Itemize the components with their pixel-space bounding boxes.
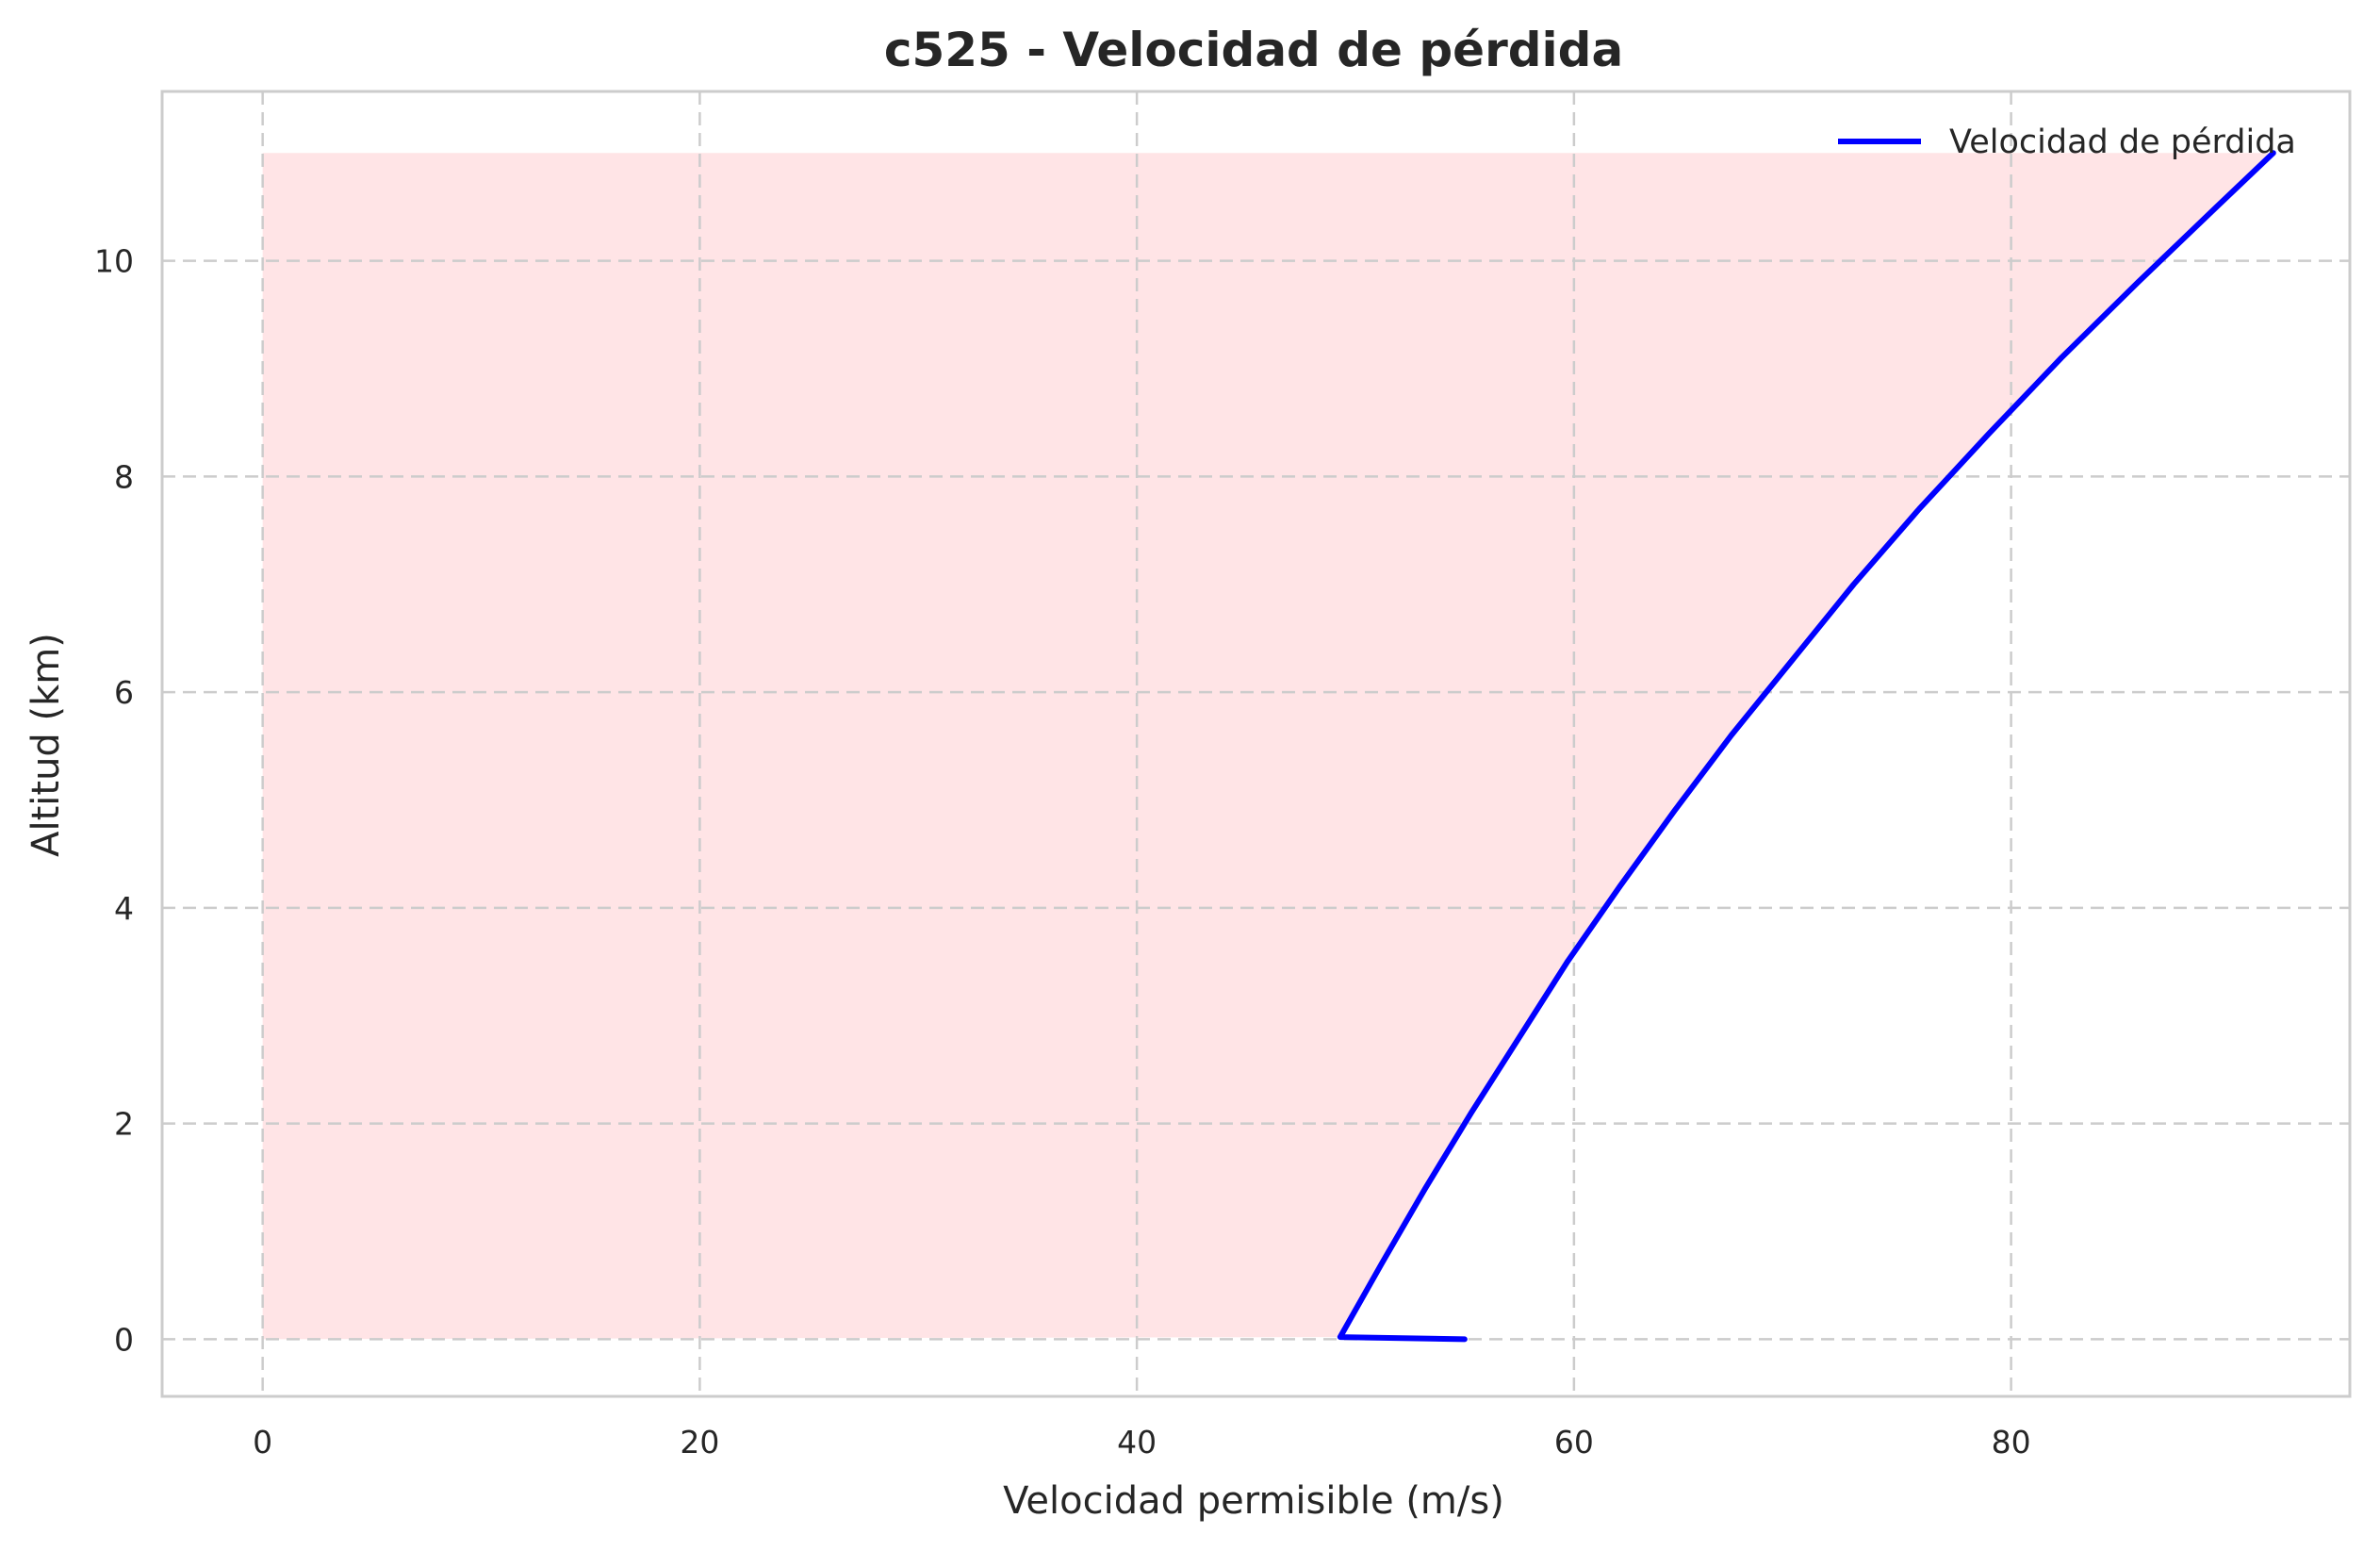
grid: [162, 91, 2350, 1396]
legend: Velocidad de pérdida: [1838, 124, 2296, 161]
y-tick-labels: 0 2 4 6 8 10: [94, 243, 134, 1359]
x-tick-label: 40: [1117, 1424, 1157, 1460]
plot-frame: [160, 90, 2352, 1398]
legend-label: Velocidad de pérdida: [1949, 124, 2296, 161]
y-tick-label: 4: [114, 890, 134, 927]
y-tick-label: 6: [114, 674, 134, 711]
y-tick-label: 10: [94, 243, 134, 280]
y-axis-label: Altitud (km): [25, 633, 68, 857]
x-tick-label: 80: [1992, 1424, 2031, 1460]
y-tick-label: 0: [114, 1321, 134, 1358]
series-line-0: [1337, 150, 2276, 1343]
x-tick-label: 60: [1554, 1424, 1594, 1460]
fill-area: [262, 153, 2273, 1340]
x-tick-label: 0: [253, 1424, 272, 1460]
x-axis-label: Velocidad permisible (m/s): [1003, 1479, 1504, 1523]
y-tick-label: 2: [114, 1106, 134, 1143]
y-tick-label: 8: [114, 458, 134, 495]
x-tick-label: 20: [680, 1424, 719, 1460]
series-layer: [1337, 150, 2276, 1343]
unsafe-region-fill: [262, 153, 2273, 1340]
chart-title: c525 - Velocidad de pérdida: [884, 23, 1623, 77]
x-tick-labels: 0 20 40 60 80: [253, 1424, 2030, 1460]
